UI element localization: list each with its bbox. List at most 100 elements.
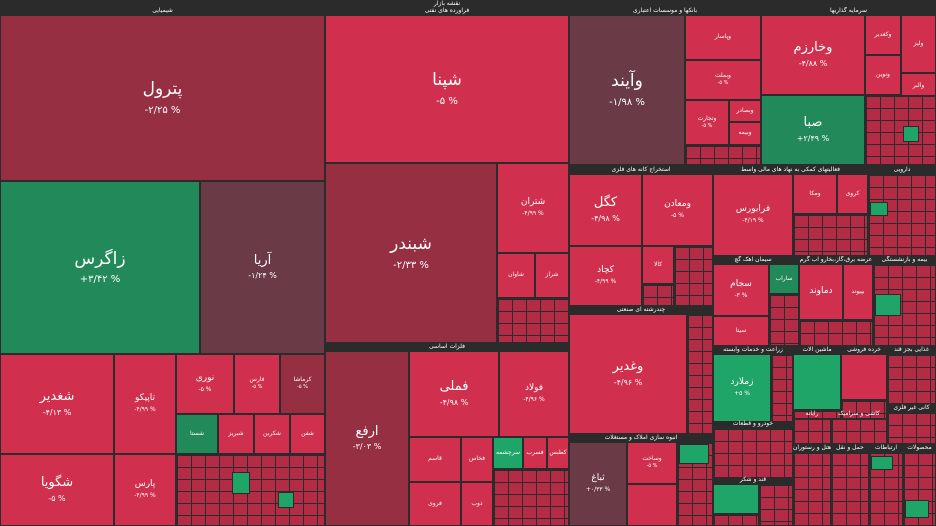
tile-vbemelat[interactable]: وبملت -۵ % [685,60,761,100]
tile-basemetal-small[interactable]: ذوب [461,482,493,526]
mining-small-tiles-grid[interactable] [642,284,674,306]
sector-header-communication: ارتباطات [874,444,898,451]
tile-vkharazm[interactable]: وخارزم -۴/۸۸ % [761,15,865,95]
tile-noori[interactable]: نوری -۵ % [176,354,234,414]
tile-basemetal-small[interactable]: فخاس [461,437,493,482]
tile-arya[interactable]: آریا -۱/۲۴ % [200,181,325,354]
tile-percent: -۱/۹۸ % [609,96,645,108]
auto-tiles-grid[interactable] [713,428,793,478]
food-tiles-grid[interactable] [887,354,936,404]
tile-chemical-tiny-green[interactable] [232,472,250,494]
tile-mining-small[interactable]: کالا [642,246,674,284]
tile-name: زاگرس [74,248,126,269]
tile-pars[interactable]: پارس -۴/۹۹ % [114,454,176,526]
tile-shpena[interactable]: شپنا -۵ % [325,15,569,163]
tile-basemetal-small[interactable]: کطبس [547,437,569,469]
sugar-small-tiles-grid[interactable] [759,484,793,526]
tile-name: سیتا [735,326,747,334]
tile-zemahreh[interactable]: زملارد +۵ % [713,354,771,422]
tile-name: ارفع [355,423,379,439]
multi-small-tiles-grid[interactable] [687,314,713,434]
tile-basemetal-small[interactable]: قاسم [409,437,461,482]
tile-shaghadir[interactable]: شغدیر -۴/۱۳ % [0,354,114,454]
tile-power-small[interactable]: بپیوند [843,264,873,320]
tile-basemetal-small-green[interactable]: سرچشمه [493,437,523,469]
sugar-small-tiles-grid-2[interactable] [713,514,759,526]
tile-cement-small-green[interactable]: ساراب [769,264,799,294]
mining-small-tiles-grid[interactable] [674,246,713,306]
tile-power-damavand[interactable]: دماوند [799,264,843,320]
tile-insurance-small-green[interactable] [875,294,901,316]
nonmetal-tiles-grid[interactable] [887,412,936,444]
agri-small-tiles-grid[interactable] [771,354,793,422]
financial-small-tiles-grid[interactable] [793,214,868,256]
transport-tiles-grid[interactable] [831,452,869,526]
tile-chemical-small-green[interactable]: شستا [176,414,218,454]
tile-basemetal-small[interactable]: فسرب [523,437,547,469]
tile-fars[interactable]: فارس -۵ % [234,354,280,414]
tile-mapna[interactable]: سیتا [713,316,769,346]
tile-machine-green[interactable] [793,354,841,410]
tile-mass-tiny-green[interactable] [679,444,709,464]
tile-invest-tiny-green[interactable] [903,126,919,142]
tile-foolad[interactable]: فولاد -۴/۹۶ % [499,351,569,437]
tile-arfa[interactable]: ارفع -۳/۰۳ % [325,351,409,526]
tile-chemical-small[interactable]: شبریز [218,414,254,454]
bank-small-tiles-grid[interactable] [685,145,761,165]
tile-tabaa[interactable]: ثباغ +۰/۳۳ % [569,442,627,526]
tile-shbandar[interactable]: شبندر -۲/۳۳ % [325,163,497,343]
tile-bank-small[interactable]: وبیمه [729,122,761,145]
chemical-small-tiles-grid[interactable] [176,454,325,526]
tile-oil-small[interactable]: شراز [535,253,569,298]
tile-oil-small[interactable]: شاوان [497,253,535,298]
tile-invest-small[interactable]: وکغدیر [865,15,901,55]
tile-kechad[interactable]: کچاد -۴/۹۹ % [569,246,642,306]
basemetals-small-tiles-grid[interactable] [493,469,569,526]
sector-header-sugar: قند و شکر [739,476,767,483]
tile-sejam[interactable]: سجام -۳ % [713,264,769,316]
tile-chemical-tiny-green[interactable] [278,492,294,508]
tile-communication-tiny-green[interactable] [871,456,893,470]
tile-mass-small[interactable] [627,484,677,526]
retail-small-tiles-grid[interactable] [841,400,887,422]
tile-kermasha[interactable]: کرماشا -۵ % [280,354,325,414]
tile-invest-small[interactable]: ولیز [901,15,936,73]
tile-vsakht[interactable]: وساخت -۵ % [627,442,677,484]
tile-financial-small[interactable]: کروی [837,174,868,214]
tile-retail-main[interactable] [841,354,887,400]
tile-invest-small[interactable]: ونوین [865,55,901,95]
tile-name: کالا [653,260,663,268]
tile-pharma-tiny-green[interactable] [870,202,888,216]
sector-header-transport: حمل و نقل [836,444,864,451]
invest-small-tiles-grid[interactable] [865,95,936,165]
tile-vtejarat[interactable]: وتجارت -۵ % [685,100,729,145]
tile-percent: +۳/۴۲ % [79,274,121,286]
tile-chemical-small[interactable]: شفن [290,414,325,454]
tile-sugar-green[interactable] [713,484,759,514]
tile-shetran[interactable]: شتران -۴/۹۹ % [497,163,569,253]
tile-bank-small[interactable]: وبصادر [729,100,761,122]
hotel-tiles-grid[interactable] [793,452,831,526]
tile-tapiko[interactable]: تاپیکو -۴/۹۹ % [114,354,176,454]
rayaneh-tiles-grid[interactable] [793,418,831,444]
tile-ceramic-grid[interactable] [831,418,887,444]
tile-zagros[interactable]: زاگرس +۳/۴۲ % [0,181,200,354]
tile-bank-small[interactable]: وپاسار [685,15,761,60]
power-small-tiles-grid[interactable] [799,320,873,346]
tile-chemical-small[interactable]: شکربن [254,414,290,454]
tile-vamaaden[interactable]: ومعادن -۵ % [642,174,713,246]
tile-paper-tiny-green[interactable] [905,500,929,518]
tile-saba[interactable]: صبا +۲/۴۹ % [761,95,865,165]
tile-percent: -۴/۹۹ % [134,492,156,500]
tile-faflami[interactable]: فملی -۴/۹۸ % [409,351,499,437]
tile-petrol[interactable]: پترول -۲/۲۵ % [0,15,325,181]
tile-faraboors[interactable]: فرابورس -۴/۱۹ % [713,174,793,256]
cement-small-tiles-grid[interactable] [769,294,799,346]
tile-vaind[interactable]: وآیند -۱/۹۸ % [569,15,685,165]
tile-shgooya[interactable]: شگویا -۵ % [0,454,114,526]
oil-small-tiles-grid[interactable] [497,298,569,343]
tile-financial-small[interactable]: ومکا [793,174,837,214]
tile-kagol[interactable]: کگل -۴/۹۸ % [569,174,642,246]
tile-vghadir[interactable]: وغدیر -۴/۹۶ % [569,314,687,434]
tile-basemetal-small[interactable]: فروی [409,482,461,526]
